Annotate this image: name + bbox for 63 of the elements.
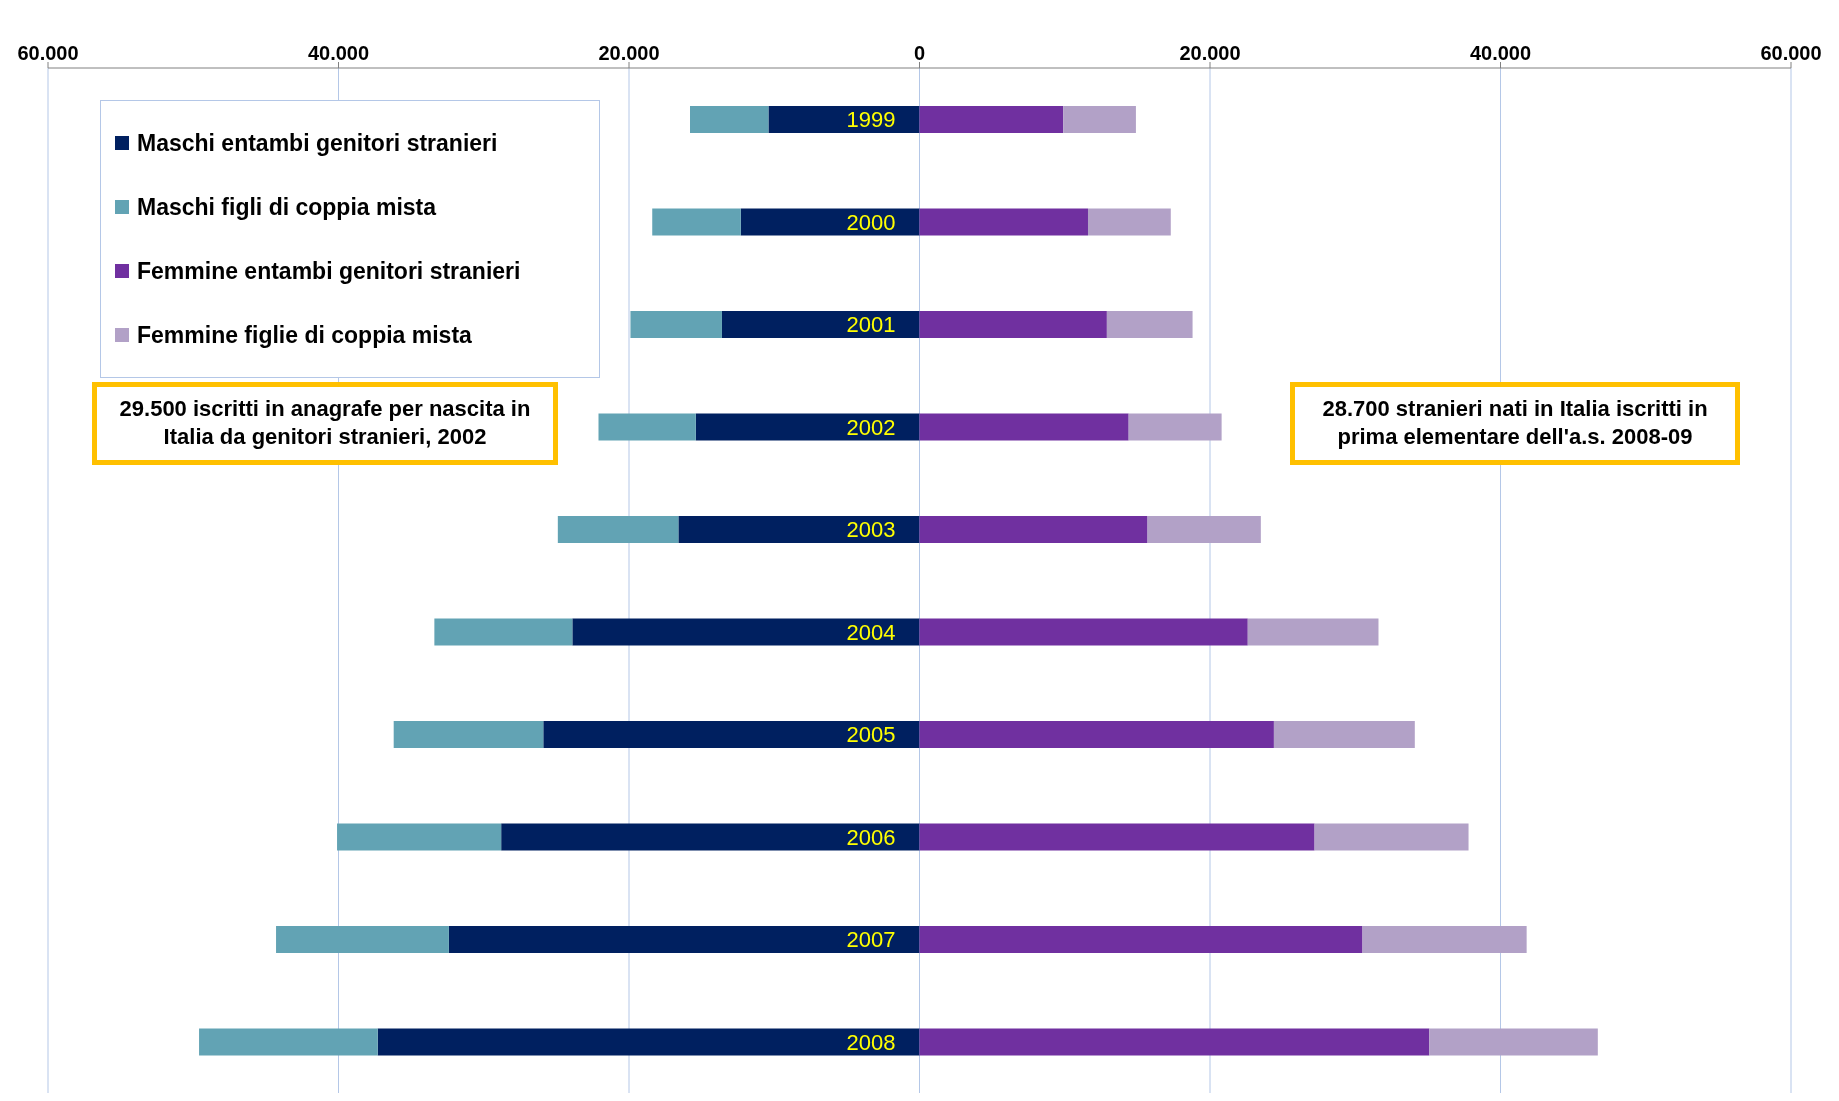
bar — [919, 310, 1107, 338]
annotation: 28.700 stranieri nati in Italia iscritti in prima elementare dell'a.s. 2008-09 — [1290, 381, 1740, 465]
y-tick-label: 2008 — [846, 1029, 896, 1055]
bar — [377, 1028, 920, 1056]
bar — [919, 1028, 1430, 1056]
bar — [768, 105, 920, 133]
bar — [919, 515, 1148, 543]
bar — [434, 618, 573, 646]
bar — [276, 925, 449, 953]
bar — [1429, 1028, 1598, 1056]
bar — [919, 823, 1315, 851]
bar — [1128, 413, 1222, 441]
legend-label: Maschi entambi genitori stranieri — [137, 129, 498, 157]
bar — [695, 413, 920, 441]
bar — [448, 925, 920, 953]
bar — [1087, 208, 1171, 236]
bar — [652, 208, 741, 236]
x-tick-label: 40.000 — [1469, 42, 1532, 64]
y-tick-label: 2006 — [846, 824, 896, 850]
y-tick-label: 2001 — [846, 312, 896, 338]
x-tick-label: 20.000 — [598, 42, 660, 64]
y-tick-label: 2004 — [846, 619, 896, 645]
legend-label: Femmine figlie di coppia mista — [137, 321, 472, 349]
bar — [678, 515, 920, 543]
bar — [393, 720, 544, 748]
y-tick-label: 1999 — [846, 107, 896, 133]
bar — [1106, 310, 1193, 338]
x-tick-label: 20.000 — [1179, 42, 1241, 64]
bar — [630, 310, 722, 338]
bar — [919, 720, 1274, 748]
bar — [1063, 105, 1136, 133]
bar — [740, 208, 920, 236]
y-tick-label: 2002 — [846, 414, 896, 440]
y-tick-label: 2000 — [846, 209, 896, 235]
bar — [572, 618, 920, 646]
bar — [919, 618, 1248, 646]
y-tick-label: 2007 — [846, 927, 896, 953]
bar — [919, 413, 1129, 441]
bar — [543, 720, 920, 748]
y-tick-label: 2003 — [846, 517, 896, 543]
bar — [337, 823, 502, 851]
bar — [1147, 515, 1261, 543]
legend-label: Femmine entambi genitori stranieri — [137, 257, 521, 285]
bar — [919, 105, 1064, 133]
bar — [1247, 618, 1379, 646]
bar — [721, 310, 920, 338]
bar — [598, 413, 696, 441]
x-tick-label: 60.000 — [1760, 42, 1822, 64]
y-tick-label: 2005 — [846, 722, 896, 748]
bar — [690, 105, 769, 133]
x-tick-label: 0 — [913, 42, 926, 64]
bar — [1362, 925, 1527, 953]
legend-label: Maschi figli di coppia mista — [137, 193, 437, 221]
annotation: 29.500 iscritti in anagrafe per nascita in Italia da genitori stranieri, 2002 — [92, 381, 558, 465]
bar — [501, 823, 920, 851]
bar — [199, 1028, 378, 1056]
bar — [1314, 823, 1469, 851]
bar — [919, 925, 1363, 953]
bar — [557, 515, 679, 543]
bar — [1273, 720, 1415, 748]
bar — [919, 208, 1088, 236]
x-tick-label: 60.000 — [17, 42, 79, 64]
x-tick-label: 40.000 — [307, 42, 370, 64]
